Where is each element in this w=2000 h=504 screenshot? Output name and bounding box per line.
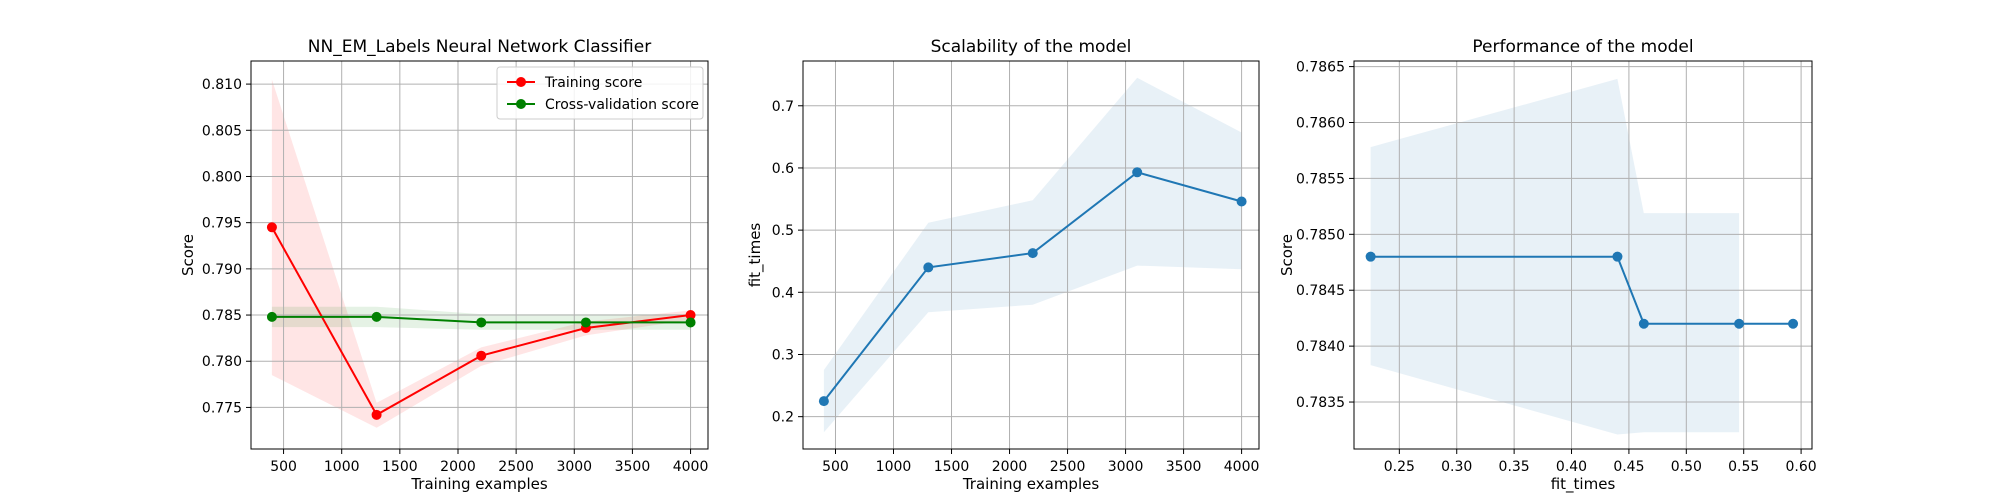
x-tick-label: 0.50 [1671, 459, 1702, 475]
y-tick-label: 0.800 [202, 169, 242, 185]
data-point [923, 262, 934, 273]
data-point [476, 317, 487, 328]
x-axis-label: Training examples [410, 475, 548, 493]
x-tick-label: 0.35 [1499, 459, 1530, 475]
data-point [1365, 251, 1376, 262]
legend-marker [516, 99, 526, 109]
x-tick-label: 2500 [1050, 459, 1086, 475]
y-tick-label: 0.7860 [1296, 115, 1345, 131]
data-point [371, 409, 382, 420]
x-tick-label: 1500 [382, 459, 418, 475]
data-point [580, 317, 591, 328]
x-axis-label: Training examples [962, 475, 1100, 493]
chart-title: NN_EM_Labels Neural Network Classifier [308, 37, 651, 57]
data-point [266, 311, 277, 322]
legend-entry-label: Training score [544, 75, 642, 91]
axes-frame [1353, 60, 1813, 450]
y-tick-label: 0.7845 [1296, 283, 1345, 299]
x-tick-label: 500 [822, 459, 849, 475]
x-tick-label: 1000 [876, 459, 912, 475]
x-tick-label: 3000 [556, 459, 592, 475]
y-tick-label: 0.795 [202, 216, 242, 232]
axes-frame [802, 60, 1260, 450]
data-point [1027, 248, 1038, 259]
data-point [1788, 318, 1799, 329]
chart-panel-3: 0.25 0.30 0.35 0.40 0.45 0.50 0.55 0.60 0.7835 0.… [1278, 37, 1817, 494]
data-point [476, 350, 487, 361]
x-tick-label: 0.45 [1613, 459, 1644, 475]
x-tick-label: 1500 [934, 459, 970, 475]
data-point [371, 311, 382, 322]
data-point [1132, 167, 1143, 178]
y-tick-label: 0.3 [772, 347, 794, 363]
x-tick-label: 4000 [673, 459, 709, 475]
legend-entry-label: Cross-validation score [545, 97, 699, 113]
data-point [818, 396, 829, 407]
y-tick-label: 0.7 [772, 99, 794, 115]
y-tick-label: 0.785 [202, 308, 242, 324]
chart-panel-1: 500 1000 1500 2000 2500 3000 3500 4000 0.775 0.78… [179, 37, 709, 493]
chart-title: Scalability of the model [931, 37, 1132, 57]
y-tick-label: 0.780 [202, 354, 242, 370]
x-tick-label: 4000 [1224, 459, 1260, 475]
x-tick-label: 3000 [1108, 459, 1144, 475]
y-tick-label: 0.790 [202, 262, 242, 278]
x-tick-label: 0.55 [1728, 459, 1759, 475]
y-tick-label: 0.810 [202, 77, 242, 93]
legend: Training score Cross-validation score [496, 66, 704, 120]
x-tick-label: 0.40 [1556, 459, 1587, 475]
x-tick-label: 0.60 [1786, 459, 1817, 475]
y-tick-label: 0.7855 [1296, 171, 1345, 187]
y-axis-label: fit_times [746, 223, 765, 288]
y-tick-label: 0.6 [772, 161, 794, 177]
data-point [1734, 318, 1745, 329]
legend-box [496, 66, 704, 120]
y-tick-label: 0.7840 [1296, 339, 1345, 355]
x-tick-label: 2000 [440, 459, 476, 475]
data-point [266, 222, 277, 233]
y-tick-label: 0.775 [202, 400, 242, 416]
y-tick-label: 0.4 [772, 285, 794, 301]
y-tick-label: 0.805 [202, 123, 242, 139]
x-tick-label: 0.30 [1441, 459, 1472, 475]
y-tick-label: 0.5 [772, 223, 794, 239]
data-point [1236, 196, 1247, 207]
x-tick-label: 1000 [324, 459, 360, 475]
chart-title: Performance of the model [1472, 37, 1693, 57]
chart-panel-2: 500 1000 1500 2000 2500 3000 3500 4000 0.2 0.3 0.4… [746, 37, 1260, 493]
y-axis-label: Score [179, 234, 197, 276]
x-tick-label: 0.25 [1384, 459, 1415, 475]
data-point [685, 317, 696, 328]
data-point [685, 310, 696, 321]
data-point [1638, 318, 1649, 329]
x-tick-label: 3500 [615, 459, 651, 475]
y-tick-label: 0.2 [772, 410, 794, 426]
y-axis-label: Score [1278, 234, 1296, 276]
x-tick-label: 2000 [992, 459, 1028, 475]
x-tick-label: 3500 [1166, 459, 1202, 475]
data-point [1612, 251, 1623, 262]
y-tick-label: 0.7850 [1296, 227, 1345, 243]
x-tick-label: 2500 [498, 459, 534, 475]
y-tick-label: 0.7835 [1296, 395, 1345, 411]
x-tick-label: 500 [270, 459, 297, 475]
x-axis-label: fit_times [1551, 475, 1616, 494]
legend-marker [516, 77, 526, 87]
y-tick-label: 0.7865 [1296, 60, 1345, 76]
axes-frame [250, 60, 709, 450]
